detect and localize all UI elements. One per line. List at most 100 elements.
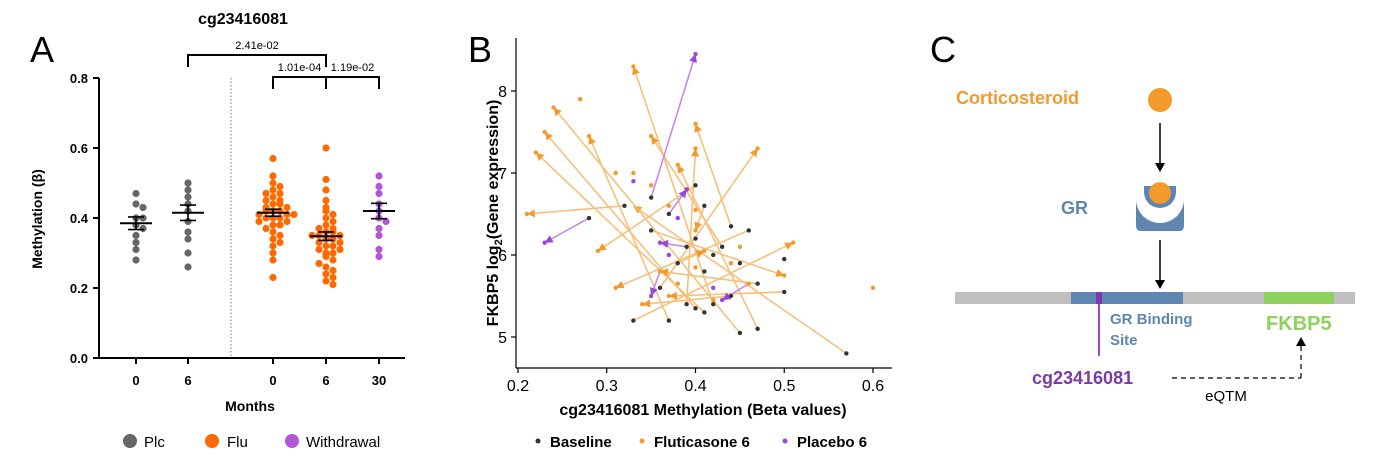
panel-a-bracket-label-2: 1.19e-02	[331, 62, 374, 74]
panel-a-point-3-31	[329, 266, 337, 275]
panel-b-arrow-9	[677, 164, 759, 330]
panel-b-y-ticks: 5 6 7 8	[498, 84, 516, 347]
panel-a-point-2-9	[262, 196, 270, 205]
panel-b-point-2-9	[631, 179, 636, 184]
panel-b-y-label-sub: 2	[493, 239, 505, 245]
panel-a-point-3-30	[322, 263, 330, 271]
panel-b-point-1-1	[542, 129, 547, 135]
panel-b-point-0-19	[711, 302, 716, 307]
panel-a-point-4-2	[375, 189, 383, 198]
panel-b-point-1-7	[693, 121, 698, 127]
panel-b-point-0-26	[728, 293, 734, 299]
panel-a-y-tick-label-2: 0.4	[70, 211, 89, 226]
panel-a-point-0-7	[132, 231, 140, 240]
panel-b-point-1-28	[870, 285, 876, 290]
panel-a-point-2-33	[269, 249, 277, 257]
panel-b-arrowhead-7	[694, 123, 702, 133]
legend-baseline-label: Baseline	[550, 434, 612, 451]
panel-a-bracket-0	[187, 54, 327, 67]
legend-withdrawal-label: Withdrawal	[306, 434, 380, 451]
panel-b-arrowhead-11	[784, 242, 794, 250]
panel-a-point-2-4	[269, 186, 277, 194]
panel-b-point-2-8	[711, 285, 716, 290]
panel-b-point-1-19	[666, 293, 672, 299]
panel-b-arrowhead-24	[544, 235, 554, 243]
panel-b-point-1-3	[577, 97, 583, 102]
gr-label: GR	[1061, 198, 1088, 218]
panel-b-arrow-13	[526, 205, 625, 215]
eqtm-label: eQTM	[1205, 388, 1247, 405]
panel-a-bracket-1	[272, 76, 327, 89]
legend-placebo-label: Placebo 6	[797, 434, 867, 451]
panel-a-point-1-2	[184, 193, 192, 201]
panel-b-point-0-22	[586, 215, 592, 221]
panel-a-legend: Plc Flu Withdrawal	[123, 434, 380, 451]
panel-b-arrow-11	[633, 241, 794, 322]
panel-b-arrowhead-4	[588, 136, 596, 146]
panel-a-point-1-1	[184, 186, 192, 194]
panel-b-arrow-24	[544, 217, 590, 244]
panel-a-point-2-24	[255, 217, 263, 226]
legend-flu-label: Flu	[227, 434, 248, 451]
panel-a: A cg23416081 Methylation (β) Months 0.00…	[29, 11, 405, 451]
panel-a-point-3-32	[322, 270, 330, 278]
panel-a-point-2-27	[262, 224, 270, 233]
panel-a-point-4-10	[375, 252, 383, 261]
panel-b-point-2-0	[693, 51, 698, 57]
legend-plc-label: Plc	[144, 434, 165, 451]
panel-a-point-3-8	[329, 217, 337, 226]
panel-a-point-0-2	[139, 203, 147, 212]
panel-b-point-2-1	[684, 187, 689, 192]
panel-a-point-3-29	[315, 259, 323, 268]
panel-b-point-0-20	[666, 318, 672, 323]
panel-b-point-0-1	[648, 228, 654, 233]
panel-a-point-4-9	[375, 245, 383, 254]
panel-b-point-0-14	[782, 289, 787, 295]
panel-a-mean-bars	[120, 202, 395, 242]
panel-b-point-1-18	[640, 302, 645, 307]
panel-b-point-0-28	[693, 306, 698, 311]
legend-fluticasone-marker	[639, 438, 645, 444]
panel-b-point-2-2	[657, 240, 663, 245]
panel-a-points	[132, 144, 390, 289]
panel-b-point-1-24	[524, 211, 530, 217]
panel-b-point-0-29	[648, 195, 654, 200]
gr-binding-site-region	[1071, 292, 1183, 304]
panel-b-point-0-7	[711, 252, 716, 258]
panel-b: B FKBP5 log2(Gene expression) cg23416081…	[468, 29, 892, 451]
panel-a-point-3-20	[336, 238, 344, 247]
panel-a-point-2-1	[269, 172, 277, 180]
panel-b-point-1-21	[790, 240, 796, 245]
panel-b-arrowhead-22	[678, 189, 687, 199]
panel-b-arrow-20	[659, 270, 758, 285]
panel-a-point-2-26	[276, 221, 284, 229]
panel-a-point-3-28	[329, 256, 337, 264]
panel-b-point-1-17	[613, 285, 618, 290]
panel-b-arrowhead-9	[677, 164, 685, 174]
panel-a-point-3-24	[336, 245, 344, 254]
panel-a-point-2-7	[269, 193, 277, 201]
panel-b-y-tick-label-0: 5	[498, 330, 507, 347]
panel-b-y-axis-label: FKBP5 log2(Gene expression)	[485, 100, 505, 327]
panel-b-arrow-14	[597, 184, 696, 252]
panel-b-legend: Baseline Fluticasone 6 Placebo 6	[535, 434, 867, 451]
panel-a-point-0-10	[132, 256, 140, 264]
panel-a-point-2-31	[276, 238, 284, 247]
panel-b-arrowhead-20	[660, 268, 669, 277]
panel-a-point-3-5	[322, 207, 330, 215]
panel-a-point-4-1	[375, 182, 383, 191]
corticosteroid-molecule	[1148, 88, 1172, 112]
panel-b-point-1-9	[675, 162, 680, 167]
panel-b-point-2-6	[542, 240, 547, 245]
panel-a-point-2-3	[276, 182, 284, 191]
panel-b-arrowhead-12	[775, 269, 785, 277]
panel-a-bracket-label-1: 1.01e-04	[278, 62, 321, 74]
panel-a-point-3-3	[322, 196, 330, 205]
panel-a-point-4-0	[375, 172, 383, 180]
panel-a-point-3-9	[322, 221, 330, 229]
panel-b-point-1-30	[711, 297, 716, 303]
panel-b-point-1-11	[648, 183, 654, 188]
panel-b-point-0-6	[693, 236, 698, 241]
cpg-site-marker	[1096, 292, 1102, 304]
